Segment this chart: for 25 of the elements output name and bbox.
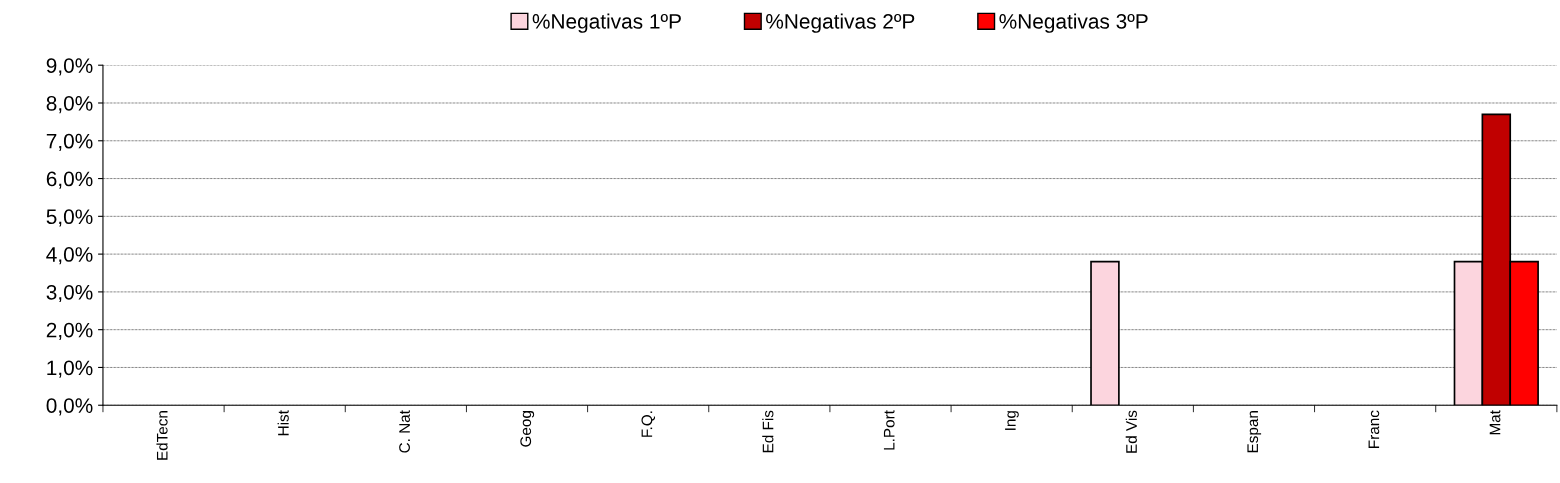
y-tick-label: 0,0% bbox=[46, 398, 93, 416]
y-tick-label: 3,0% bbox=[46, 284, 93, 303]
legend-label: %Negativas 3ºP bbox=[999, 13, 1148, 33]
x-tick-label: F.Q. bbox=[641, 411, 656, 437]
x-tick-label: Hist bbox=[277, 410, 289, 436]
legend-label: %Negativas 2ºP bbox=[766, 13, 915, 33]
x-tick-label: Franc bbox=[1368, 410, 1380, 448]
x-tick-label: Mat bbox=[1489, 410, 1501, 435]
x-tick-label: Espan bbox=[1247, 411, 1262, 453]
y-tick-label: 9,0% bbox=[46, 58, 93, 76]
y-tick-label: 4,0% bbox=[46, 247, 93, 265]
x-tick-label: Geog bbox=[520, 411, 535, 447]
y-tick-label: 1,0% bbox=[47, 360, 93, 378]
x-tick-label: EdTecn bbox=[156, 411, 168, 460]
y-tick-label: 7,0% bbox=[46, 133, 93, 151]
x-tick-label: Ed Vis bbox=[1125, 410, 1137, 453]
y-tick-label: 6,0% bbox=[46, 171, 93, 189]
y-tick-label: 5,0% bbox=[46, 209, 93, 227]
y-tick-label: 2,0% bbox=[46, 322, 93, 340]
legend-label: %Negativas 1ºP bbox=[532, 13, 681, 33]
x-tick-label: L.Port bbox=[883, 410, 895, 450]
x-tick-label: Ed Fis bbox=[762, 410, 774, 453]
y-tick-label: 8,0% bbox=[46, 95, 93, 114]
x-tick-label: C. Nat bbox=[399, 410, 410, 453]
x-tick-label: Ing bbox=[1005, 411, 1019, 430]
